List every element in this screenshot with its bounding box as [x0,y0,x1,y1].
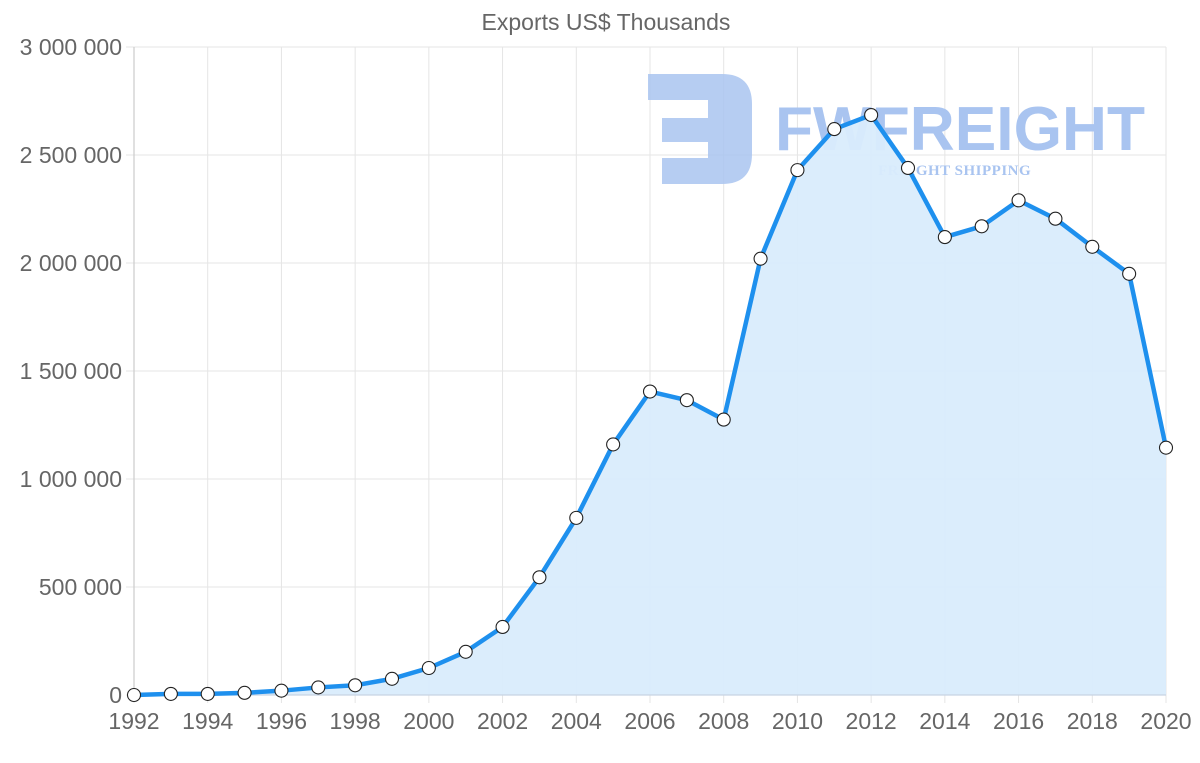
y-tick-label: 2 500 000 [20,142,122,168]
x-axis-labels: 1992 1994 1996 1998 2000 2002 2004 2006 2008 2010… [108,708,1191,734]
data-point-marker [458,644,473,659]
series-area-fill [134,115,1166,696]
data-point-marker [642,384,658,399]
data-point-marker [126,687,142,703]
x-tick-label: 2020 [1140,708,1191,734]
data-point-marker [827,122,842,137]
data-point-marker [421,660,436,676]
data-point-marker [1158,440,1174,455]
data-point-marker [679,393,694,408]
x-tick-label: 2018 [1067,708,1118,734]
data-point-marker [495,619,510,635]
data-point-marker [716,412,731,427]
series-points [126,107,1174,703]
y-axis-labels: 0 500 000 1 000 000 1 500 000 2 000 000 2 500… [20,34,122,708]
data-point-marker [200,686,215,701]
data-point-marker [163,686,178,701]
data-point-marker [974,219,989,234]
x-tick-label: 2002 [477,708,528,734]
data-point-marker [753,251,768,266]
x-tick-label: 2000 [403,708,454,734]
x-tick-label: 2008 [698,708,749,734]
data-point-marker [237,685,252,700]
data-point-marker [937,230,952,245]
data-point-marker [1011,193,1026,208]
watermark-tagline: FREIGHT SHIPPING [878,163,1031,179]
axes [133,47,1166,696]
data-point-marker [384,671,400,686]
area-fill [134,115,1166,696]
data-point-marker [569,510,584,525]
x-tick-label: 2016 [993,708,1044,734]
x-tick-label: 1998 [330,708,381,734]
data-point-marker [1048,211,1063,226]
y-tick-label: 500 000 [39,574,122,600]
fwfreight-logo-icon [648,74,752,184]
x-tick-label: 1994 [182,708,233,734]
data-point-marker [274,683,289,698]
data-point-marker [900,160,916,176]
data-point-marker [790,163,805,178]
y-tick-label: 1 500 000 [20,358,122,384]
x-tick-label: 2010 [772,708,823,734]
data-point-marker [311,680,326,695]
data-point-marker [606,437,621,452]
data-point-marker [532,570,547,585]
x-tick-label: 2012 [846,708,897,734]
x-tick-label: 1996 [256,708,307,734]
y-tick-label: 3 000 000 [20,34,122,60]
x-tick-label: 1992 [108,708,159,734]
y-tick-label: 0 [109,682,122,708]
data-point-marker [1122,266,1137,281]
x-tick-label: 2006 [624,708,675,734]
x-tick-label: 2014 [919,708,970,734]
data-point-marker [348,678,363,693]
y-tick-label: 1 000 000 [20,466,122,492]
data-point-marker [1085,239,1100,254]
data-point-marker [864,107,879,123]
chart-title: Exports US$ Thousands [482,9,731,35]
y-tick-label: 2 000 000 [20,250,122,276]
x-tick-label: 2004 [551,708,602,734]
